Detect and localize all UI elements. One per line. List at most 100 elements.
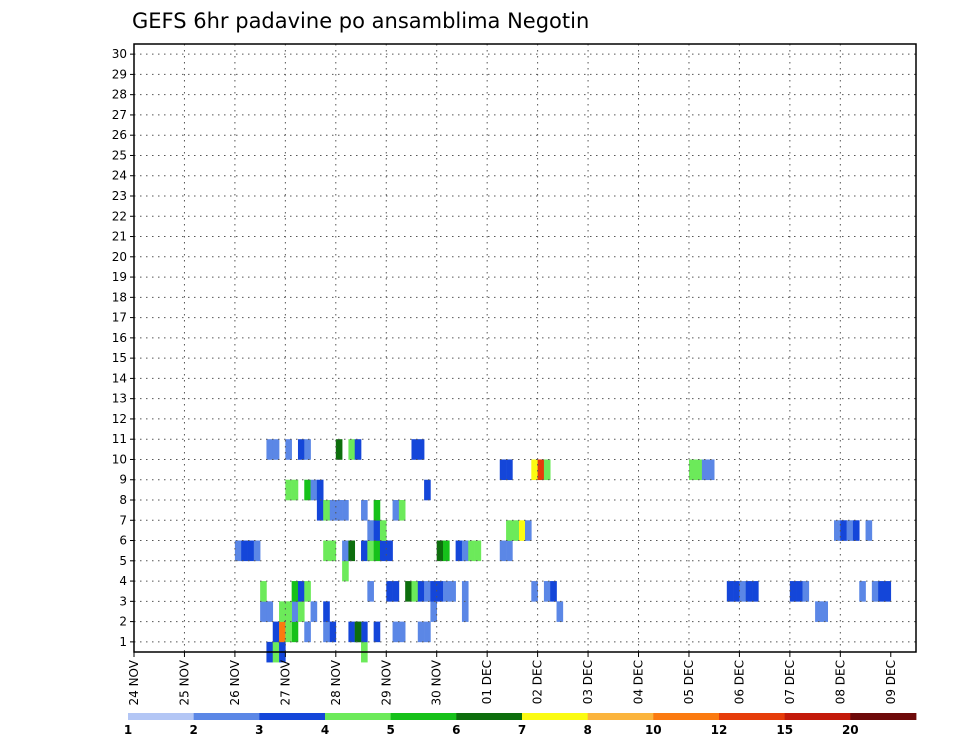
data-cell	[247, 540, 255, 562]
data-cell	[297, 581, 305, 602]
y-tick-label: 14	[112, 371, 127, 385]
data-cell	[304, 439, 311, 460]
data-cell	[531, 459, 538, 481]
x-tick-label: 28 NOV	[329, 659, 343, 705]
data-cell	[253, 540, 261, 562]
data-cell	[266, 439, 274, 460]
data-cell	[430, 581, 438, 602]
data-cell	[878, 581, 885, 602]
x-tick-label: 25 NOV	[178, 659, 192, 705]
data-cell	[840, 520, 847, 541]
data-cell	[342, 560, 349, 582]
data-cell	[499, 459, 507, 481]
data-cell	[518, 520, 526, 541]
data-cell	[789, 581, 797, 602]
colorbar-label: 10	[645, 723, 662, 737]
data-cell	[285, 439, 292, 460]
data-cell	[701, 459, 709, 481]
y-tick-label: 21	[112, 230, 127, 244]
x-tick-label: 24 NOV	[127, 659, 141, 705]
data-cell	[424, 479, 431, 501]
colorbar-label: 8	[584, 723, 592, 737]
data-cell	[405, 581, 412, 602]
x-tick-label: 05 DEC	[682, 660, 696, 704]
data-cell	[695, 459, 702, 481]
data-cell	[859, 581, 866, 602]
data-cell	[424, 581, 431, 602]
data-cell	[506, 520, 513, 541]
data-cell	[291, 479, 299, 501]
cell-layer	[234, 439, 892, 663]
data-cell	[260, 581, 267, 602]
data-cell	[373, 540, 381, 562]
data-cell	[272, 621, 280, 643]
data-cell	[821, 601, 829, 622]
colorbar-swatch	[653, 713, 720, 720]
y-tick-label: 19	[112, 270, 127, 284]
x-tick-label: 09 DEC	[884, 660, 898, 704]
data-cell	[367, 520, 374, 541]
y-tick-label: 15	[112, 351, 127, 365]
y-tick-label: 24	[112, 169, 127, 183]
data-cell	[443, 581, 450, 602]
data-cell	[354, 621, 362, 643]
data-cell	[443, 540, 450, 562]
data-cell	[392, 500, 400, 521]
data-cell	[373, 520, 381, 541]
data-cell	[361, 621, 368, 643]
data-cell	[241, 540, 248, 562]
data-cell	[373, 621, 381, 643]
y-tick-label: 16	[112, 331, 127, 345]
data-cell	[543, 459, 551, 481]
data-cell	[234, 540, 242, 562]
y-tick-label: 25	[112, 148, 127, 162]
data-cell	[342, 540, 349, 562]
colorbar-swatch	[784, 713, 851, 720]
colorbar-swatch	[850, 713, 917, 720]
data-cell	[506, 540, 513, 562]
y-tick-label: 1	[119, 635, 127, 649]
data-cell	[871, 581, 879, 602]
y-tick-label: 27	[112, 108, 127, 122]
x-tick-label: 29 NOV	[379, 659, 393, 705]
data-cell	[323, 500, 330, 521]
data-cell	[297, 601, 305, 622]
data-cell	[392, 621, 400, 643]
data-cell	[411, 439, 419, 460]
colorbar-swatch	[193, 713, 260, 720]
chart-title: GEFS 6hr padavine po ansamblima Negotin	[132, 9, 589, 33]
data-cell	[436, 581, 444, 602]
y-tick-label: 29	[112, 67, 127, 81]
data-cell	[556, 601, 564, 622]
data-cell	[417, 439, 425, 460]
data-cell	[411, 581, 419, 602]
y-tick-label: 28	[112, 88, 127, 102]
data-cell	[335, 500, 343, 521]
data-cell	[802, 581, 810, 602]
y-tick-label: 22	[112, 209, 127, 223]
colorbar-label: 5	[387, 723, 395, 737]
data-cell	[354, 439, 362, 460]
data-cell	[379, 520, 387, 541]
data-cell	[329, 621, 337, 643]
data-cell	[291, 621, 299, 643]
data-cell	[745, 581, 753, 602]
y-tick-label: 9	[119, 473, 127, 487]
data-cell	[417, 581, 425, 602]
data-cell	[392, 581, 400, 602]
y-tick-label: 10	[112, 452, 127, 466]
data-cell	[323, 601, 330, 622]
data-cell	[815, 601, 822, 622]
grid-layer	[134, 44, 916, 652]
data-cell	[733, 581, 740, 602]
data-cell	[329, 540, 337, 562]
y-tick-label: 7	[119, 513, 127, 527]
colorbar-label: 3	[255, 723, 263, 737]
x-tick-label: 26 NOV	[228, 659, 242, 705]
data-cell	[449, 581, 456, 602]
data-cell	[499, 540, 507, 562]
data-cell	[417, 621, 425, 643]
y-tick-label: 20	[112, 250, 127, 264]
x-tick-label: 08 DEC	[833, 660, 847, 704]
